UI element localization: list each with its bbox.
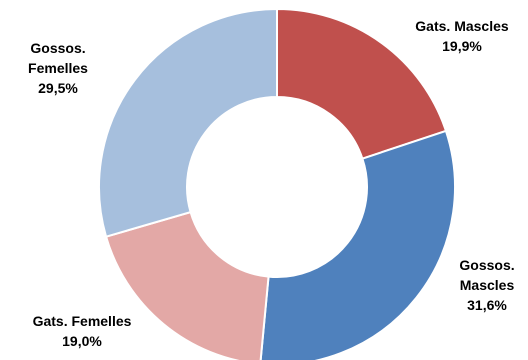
slice-gossos-mascles: [259, 129, 456, 360]
slice-label-4: Gossos. Femelles 29,5%: [28, 40, 88, 96]
slice-label-2: Gossos. Mascles 31,6%: [459, 257, 514, 313]
slice-label-1: Gats. Mascles 19,9%: [415, 18, 509, 54]
labels-group: Gats. Mascles 19,9% Gossos. Mascles 31,6% Gat…: [28, 18, 515, 349]
slice-gats-femelles: [104, 210, 270, 360]
slice-gossos-femelles: [98, 7, 278, 238]
slice-label-3: Gats. Femelles 19,0%: [33, 313, 132, 349]
slices-group: [98, 7, 456, 360]
slice-gats-mascles: [276, 7, 448, 160]
